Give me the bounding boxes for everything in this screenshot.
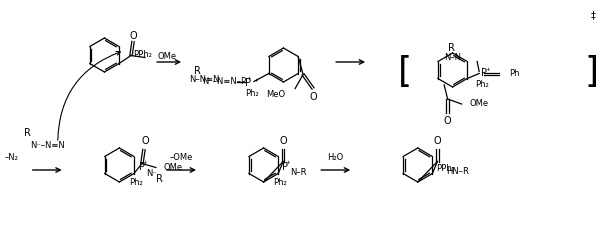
Text: N⁻: N⁻ (146, 169, 157, 178)
Text: O: O (309, 91, 317, 101)
Text: +: + (143, 160, 148, 165)
Text: OMe: OMe (158, 52, 177, 61)
Text: Ph₂: Ph₂ (245, 89, 259, 98)
Text: O: O (129, 31, 137, 41)
Text: H₂O: H₂O (327, 152, 343, 161)
Text: N–N≡N: N–N≡N (189, 75, 219, 84)
Text: P: P (282, 161, 288, 172)
Text: +: + (253, 77, 257, 82)
Text: Ph₂: Ph₂ (274, 178, 287, 187)
Text: OMe: OMe (469, 100, 488, 109)
Text: –N₂: –N₂ (5, 152, 19, 161)
Text: O: O (434, 136, 441, 146)
Text: N⁻–N≡N: N⁻–N≡N (30, 141, 65, 150)
Text: PPh₂: PPh₂ (133, 50, 152, 59)
Text: P: P (481, 68, 487, 78)
Text: N–R: N–R (290, 168, 307, 177)
Text: O: O (141, 137, 149, 146)
Text: P: P (245, 77, 251, 87)
Text: N–N: N–N (444, 53, 461, 62)
Text: OMe: OMe (164, 163, 183, 172)
Text: –OMe: –OMe (169, 154, 193, 163)
Text: PPh₂: PPh₂ (436, 164, 455, 173)
Text: Ph₂: Ph₂ (475, 80, 489, 89)
Text: R: R (448, 42, 455, 53)
Text: ]: ] (585, 55, 599, 89)
Text: O: O (444, 116, 451, 126)
Text: Ph: Ph (509, 69, 520, 78)
Text: R: R (25, 128, 31, 138)
Text: R: R (156, 173, 163, 183)
Text: MeO: MeO (266, 90, 285, 99)
Text: +: + (286, 160, 290, 165)
Text: P: P (139, 161, 145, 172)
Text: O: O (280, 136, 287, 146)
Text: +: + (486, 67, 490, 72)
Text: R: R (194, 67, 200, 77)
Text: HN–R: HN–R (446, 167, 469, 176)
Text: Ph₂: Ph₂ (129, 178, 143, 187)
Text: ‡: ‡ (590, 10, 595, 20)
Text: N⁻–N≡N–P: N⁻–N≡N–P (202, 77, 247, 86)
Text: +: + (247, 76, 251, 81)
Text: [: [ (398, 55, 412, 89)
